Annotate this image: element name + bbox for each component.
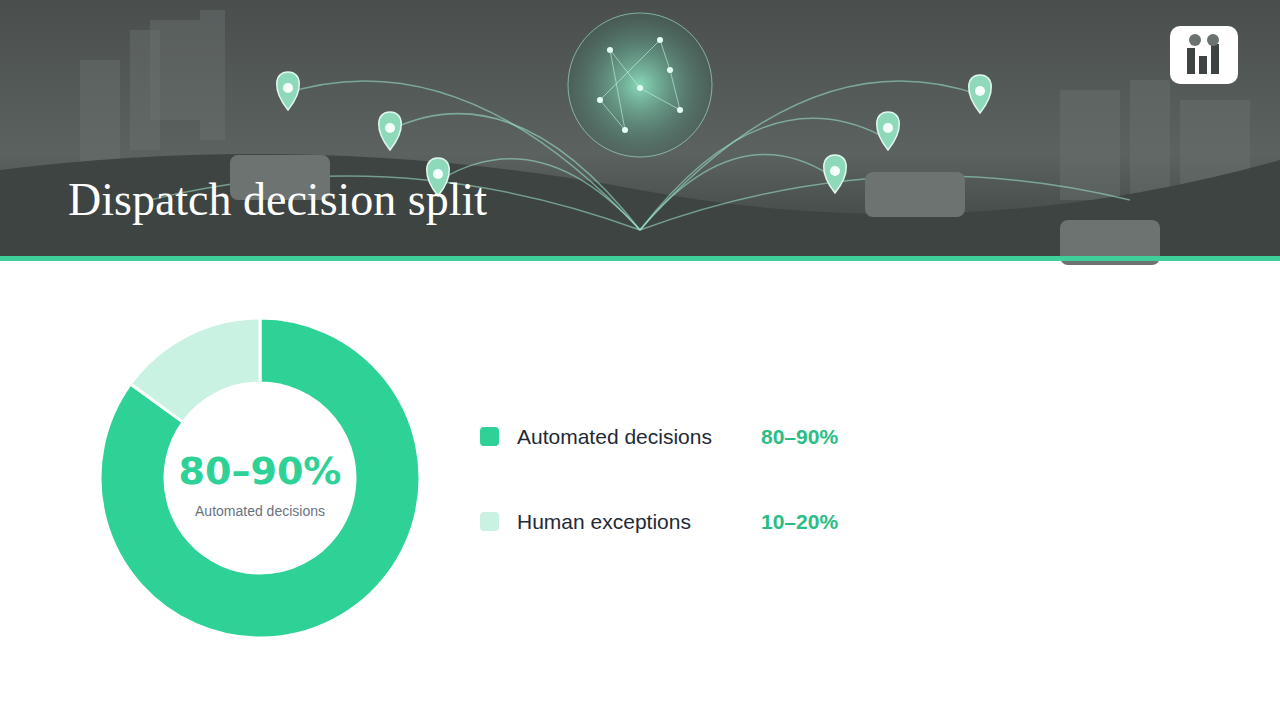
globe-link bbox=[670, 70, 680, 110]
legend-value: 10–20% bbox=[761, 510, 838, 533]
logo-bar bbox=[1187, 48, 1195, 74]
map-pin-dot bbox=[883, 123, 893, 133]
banner: Dispatch decision split bbox=[0, 0, 1280, 265]
title: Dispatch decision split bbox=[68, 174, 487, 225]
slice bbox=[100, 318, 420, 638]
accent-line bbox=[0, 256, 1280, 261]
map-pin bbox=[877, 112, 900, 150]
map-pin bbox=[824, 155, 847, 193]
map-pin-dot bbox=[975, 86, 985, 96]
logo-bg bbox=[1170, 26, 1238, 84]
van bbox=[865, 172, 965, 217]
route-line bbox=[640, 154, 830, 230]
map-pin-dot bbox=[830, 166, 840, 176]
globe-node bbox=[622, 127, 628, 133]
globe-node bbox=[637, 85, 643, 91]
globe-link bbox=[600, 100, 625, 130]
slice bbox=[131, 318, 260, 422]
logo-bar bbox=[1199, 56, 1207, 74]
map-pin bbox=[969, 75, 992, 113]
globe-node bbox=[597, 97, 603, 103]
map-pin-dot bbox=[283, 83, 293, 93]
logo-dot bbox=[1189, 34, 1201, 46]
banner-bg bbox=[0, 0, 1280, 256]
logo-dot bbox=[1207, 34, 1219, 46]
skyline bbox=[1130, 80, 1170, 200]
legend-label: Human exceptions bbox=[517, 510, 691, 533]
logo-bar bbox=[1211, 44, 1219, 74]
canvas: Dispatch decision split80–90%Automated d… bbox=[0, 0, 1280, 720]
globe-link bbox=[640, 88, 680, 110]
skyline bbox=[1060, 90, 1120, 200]
skyline bbox=[200, 10, 225, 140]
globe-link bbox=[610, 50, 640, 88]
globe bbox=[568, 13, 712, 157]
globe-link bbox=[600, 40, 660, 100]
globe-link bbox=[660, 40, 670, 70]
legend: Automated decisions 80–90% Human exception… bbox=[480, 425, 838, 533]
globe-link bbox=[610, 50, 625, 130]
map-pin-dot bbox=[385, 123, 395, 133]
globe-node bbox=[677, 107, 683, 113]
stage: Dispatch decision split80–90%Automated d… bbox=[0, 0, 1280, 720]
legend-swatch bbox=[480, 427, 499, 446]
legend-value: 80–90% bbox=[761, 425, 838, 448]
legend-swatch bbox=[480, 512, 499, 531]
donut bbox=[100, 318, 420, 638]
legend-label: Automated decisions bbox=[517, 425, 712, 448]
map-pin bbox=[379, 112, 402, 150]
globe-node bbox=[667, 67, 673, 73]
skyline bbox=[150, 20, 200, 120]
map-pin bbox=[277, 72, 300, 110]
logo bbox=[1170, 26, 1238, 84]
center-value: 80–90% bbox=[179, 449, 342, 493]
center-label: Automated decisions bbox=[195, 503, 325, 519]
